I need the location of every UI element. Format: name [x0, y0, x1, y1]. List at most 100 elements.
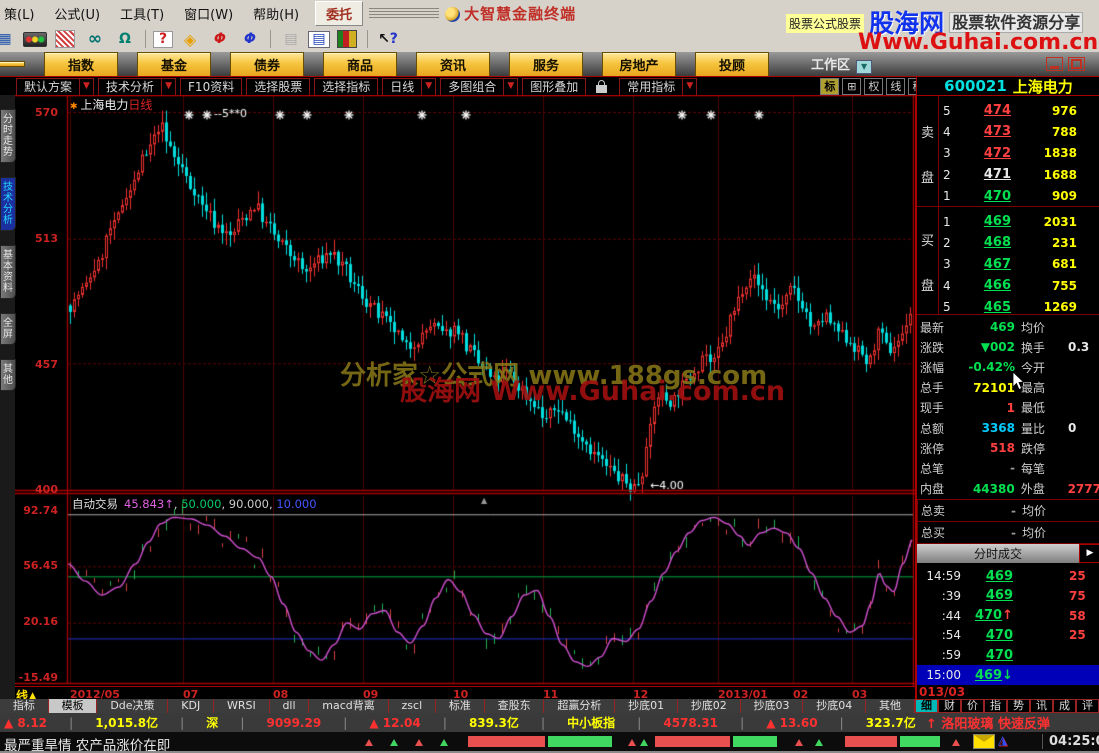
help-cursor-icon[interactable]: ↖?	[378, 31, 398, 47]
nav-tab-基金[interactable]: 基金	[137, 51, 211, 77]
bottom-tab-超赢分析[interactable]: 超赢分析	[544, 699, 616, 713]
dropdown-icon[interactable]: ▼	[80, 77, 95, 96]
orderbook-row[interactable]: 4 466 755	[939, 275, 1099, 296]
sidebar-item-分时走势[interactable]: 分时走势	[0, 109, 16, 163]
binoculars-icon[interactable]: ∞	[87, 29, 103, 49]
detail-tab-势[interactable]: 势	[1007, 699, 1030, 713]
dropdown-icon[interactable]: ▼	[683, 77, 698, 96]
nav-tab-投顾[interactable]: 投顾	[695, 51, 769, 77]
bell-icon[interactable]: Ω	[119, 31, 131, 47]
sidebar-item-技术分析[interactable]: 技术分析	[0, 177, 16, 231]
chart-tool-F10资料[interactable]: F10资料	[180, 77, 243, 96]
menu-item-strategy[interactable]: 策(L)	[4, 7, 35, 23]
bottom-tab-WRSI[interactable]: WRSI	[214, 699, 270, 713]
minimize-button[interactable]	[1046, 57, 1063, 71]
orderbook-row[interactable]: 5 465 1269	[939, 297, 1099, 318]
chart-tool-选择指标[interactable]: 选择指标	[314, 77, 379, 96]
chart-tool-日线[interactable]: 日线	[382, 77, 423, 96]
flag-question-icon[interactable]: ?	[153, 30, 173, 48]
bottom-tab-macd背离[interactable]: macd背离	[309, 699, 389, 713]
news-ticker-text[interactable]: 最严重旱情 农产品涨价在即	[4, 738, 171, 751]
detail-tab-讯[interactable]: 讯	[1030, 699, 1053, 713]
sidebar-item-全屏[interactable]: 全屏	[0, 313, 16, 345]
mini-button-权[interactable]: 权	[864, 78, 884, 95]
detail-tab-成[interactable]: 成	[1053, 699, 1076, 713]
books-icon[interactable]	[334, 28, 360, 50]
sidebar-item-基本资料[interactable]: 基本资料	[0, 245, 16, 299]
chart-tool-常用指标[interactable]: 常用指标	[619, 77, 684, 96]
tick-row[interactable]: 14:59 469 25	[926, 568, 1086, 584]
nav-tab-指数[interactable]: 指数	[44, 51, 118, 77]
nav-tab-商品[interactable]: 商品	[323, 51, 397, 77]
panel-icon[interactable]: ▤	[308, 30, 330, 48]
bottom-tab-抄底02[interactable]: 抄底02	[678, 699, 741, 713]
mini-button-标[interactable]: 标	[820, 78, 840, 95]
lock-icon[interactable]	[596, 79, 608, 93]
detail-tab-指[interactable]: 指	[984, 699, 1007, 713]
tick-row[interactable]: :59 470	[941, 647, 1013, 663]
price[interactable]: 471	[983, 167, 1011, 183]
status-news[interactable]: ↑ 洛阳玻璃 快速反弹	[926, 717, 1050, 732]
trade-entrust-button[interactable]: 委托	[315, 0, 364, 26]
chart-tool-选择股票[interactable]: 选择股票	[246, 77, 311, 96]
bottom-tab-标准[interactable]: 标准	[436, 699, 485, 713]
workspace-label[interactable]: 工作区 ▼	[811, 54, 873, 74]
mail-icon[interactable]	[973, 734, 995, 749]
diamond-icon[interactable]: ◈	[183, 29, 197, 49]
nav-tab-服务[interactable]: 服务	[509, 51, 583, 77]
chart-tool-技术分析[interactable]: 技术分析	[98, 77, 163, 96]
bottom-tab-zscl[interactable]: zscl	[389, 699, 437, 713]
orderbook-row[interactable]: 1 470 909	[939, 186, 1099, 207]
bottom-tab-Dde决策[interactable]: Dde决策	[97, 699, 169, 713]
stripes-icon[interactable]	[52, 28, 78, 50]
price[interactable]: 473	[983, 124, 1011, 140]
bottom-tab-抄底01[interactable]: 抄底01	[615, 699, 678, 713]
orderbook-row[interactable]: 2 468 231	[939, 232, 1099, 253]
price[interactable]: 468	[983, 235, 1011, 251]
candlestick-chart[interactable]	[0, 95, 915, 699]
dropdown-icon[interactable]: ▼	[504, 77, 519, 96]
bottom-tab-抄底04[interactable]: 抄底04	[803, 699, 867, 713]
price[interactable]: 472	[983, 145, 1011, 161]
menu-item-formula[interactable]: 公式(U)	[54, 7, 101, 23]
chart-tool-默认方案[interactable]: 默认方案	[16, 77, 81, 96]
nav-tab-债券[interactable]: 债券	[230, 51, 304, 77]
menu-item-tools[interactable]: 工具(T)	[120, 7, 165, 23]
nav-tab-资讯[interactable]: 资讯	[416, 51, 490, 77]
orderbook-row[interactable]: 3 472 1838	[939, 143, 1099, 164]
bottom-tab-指标[interactable]: 指标	[0, 699, 49, 713]
dropdown-icon[interactable]: ▼	[422, 77, 437, 96]
menu-item-help[interactable]: 帮助(H)	[253, 7, 300, 23]
chart-tool-多图组合[interactable]: 多图组合	[440, 77, 505, 96]
menu-item-window[interactable]: 窗口(W)	[184, 7, 234, 23]
workspace-dropdown-icon[interactable]: ▼	[856, 60, 873, 74]
orderbook-row[interactable]: 2 471 1688	[939, 164, 1099, 185]
detail-tab-细[interactable]: 细	[915, 699, 938, 713]
bottom-tab-抄底03[interactable]: 抄底03	[741, 699, 804, 713]
chart-flag-icon[interactable]: ◮	[998, 733, 1008, 747]
clipboard-icon[interactable]: ▤	[284, 31, 298, 47]
tick-row[interactable]: 15:00 469↓	[917, 665, 1099, 685]
price[interactable]: 474	[983, 103, 1011, 118]
restore-button[interactable]	[1068, 57, 1085, 71]
bottom-tab-dll[interactable]: dll	[270, 699, 310, 713]
price[interactable]: 469	[983, 214, 1011, 229]
sidebar-item-其他[interactable]: 其他	[0, 359, 16, 391]
bottom-tab-其他[interactable]: 其他	[866, 699, 915, 713]
tick-row[interactable]: :39 469 75	[941, 588, 1086, 604]
bottom-tab-模板[interactable]: 模板	[48, 699, 98, 713]
orderbook-row[interactable]: 3 467 681	[939, 254, 1099, 275]
tick-row[interactable]: :44 470↑ 58	[941, 608, 1086, 624]
tick-row[interactable]: :54 470 25	[941, 627, 1086, 643]
nav-tab-房地产[interactable]: 房地产	[602, 51, 676, 77]
dropdown-icon[interactable]: ▼	[162, 77, 177, 96]
traffic-light-icon[interactable]	[22, 28, 48, 50]
orderbook-row[interactable]: 5 474 976	[939, 100, 1099, 121]
orderbook-row[interactable]: 4 473 788	[939, 121, 1099, 142]
detail-tab-价[interactable]: 价	[961, 699, 984, 713]
nav-tab-partial[interactable]	[0, 61, 25, 67]
mini-button-线[interactable]: 线	[886, 78, 906, 95]
price[interactable]: 465	[983, 299, 1011, 315]
phi-red-icon[interactable]: Φ	[214, 31, 226, 47]
detail-tab-评[interactable]: 评	[1076, 699, 1099, 713]
